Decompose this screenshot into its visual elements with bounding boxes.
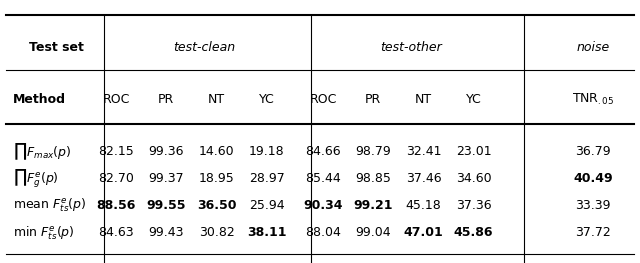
Text: 99.37: 99.37 (148, 172, 184, 185)
Text: 45.86: 45.86 (454, 226, 493, 239)
Text: 14.60: 14.60 (198, 145, 234, 158)
Text: 36.50: 36.50 (196, 199, 236, 212)
Text: 88.56: 88.56 (97, 199, 136, 212)
Text: 40.49: 40.49 (573, 172, 612, 185)
Text: 37.36: 37.36 (456, 199, 492, 212)
Text: $\prod F_{max}(p)$: $\prod F_{max}(p)$ (13, 141, 71, 161)
Text: ROC: ROC (310, 93, 337, 106)
Text: 82.15: 82.15 (99, 145, 134, 158)
Text: mean $F_{ts}^e(p)$: mean $F_{ts}^e(p)$ (13, 197, 86, 214)
Text: NT: NT (415, 93, 432, 106)
Text: 18.95: 18.95 (198, 172, 234, 185)
Text: 28.97: 28.97 (249, 172, 285, 185)
Text: 98.85: 98.85 (355, 172, 391, 185)
Text: 99.04: 99.04 (355, 226, 391, 239)
Text: PR: PR (365, 93, 381, 106)
Text: 25.94: 25.94 (249, 199, 285, 212)
Text: 33.39: 33.39 (575, 199, 611, 212)
Text: 19.18: 19.18 (249, 145, 285, 158)
Text: 99.55: 99.55 (147, 199, 186, 212)
Text: YC: YC (466, 93, 481, 106)
Text: 99.43: 99.43 (148, 226, 184, 239)
Text: 38.11: 38.11 (247, 226, 287, 239)
Text: 84.66: 84.66 (305, 145, 341, 158)
Text: 23.01: 23.01 (456, 145, 492, 158)
Text: NT: NT (208, 93, 225, 106)
Text: $\prod F_g^e(p)$: $\prod F_g^e(p)$ (13, 167, 58, 190)
Text: 88.04: 88.04 (305, 226, 341, 239)
Text: 85.44: 85.44 (305, 172, 341, 185)
Text: 82.70: 82.70 (98, 172, 134, 185)
Text: 37.46: 37.46 (406, 172, 442, 185)
Text: 98.79: 98.79 (355, 145, 391, 158)
Text: 34.60: 34.60 (456, 172, 492, 185)
Text: 47.01: 47.01 (404, 226, 444, 239)
Text: Method: Method (13, 93, 66, 106)
Text: 99.21: 99.21 (353, 199, 393, 212)
Text: 36.79: 36.79 (575, 145, 611, 158)
Text: noise: noise (576, 41, 609, 54)
Text: test-clean: test-clean (173, 41, 235, 54)
Text: YC: YC (259, 93, 275, 106)
Text: 45.18: 45.18 (406, 199, 442, 212)
Text: 90.34: 90.34 (303, 199, 343, 212)
Text: PR: PR (158, 93, 175, 106)
Text: 32.41: 32.41 (406, 145, 441, 158)
Text: test-other: test-other (380, 41, 442, 54)
Text: 99.36: 99.36 (148, 145, 184, 158)
Text: ROC: ROC (102, 93, 130, 106)
Text: min $F_{ts}^e(p)$: min $F_{ts}^e(p)$ (13, 224, 74, 242)
Text: 30.82: 30.82 (198, 226, 234, 239)
Text: Test set: Test set (29, 41, 84, 54)
Text: 37.72: 37.72 (575, 226, 611, 239)
Text: 84.63: 84.63 (99, 226, 134, 239)
Text: TNR$_{.05}$: TNR$_{.05}$ (572, 92, 614, 107)
